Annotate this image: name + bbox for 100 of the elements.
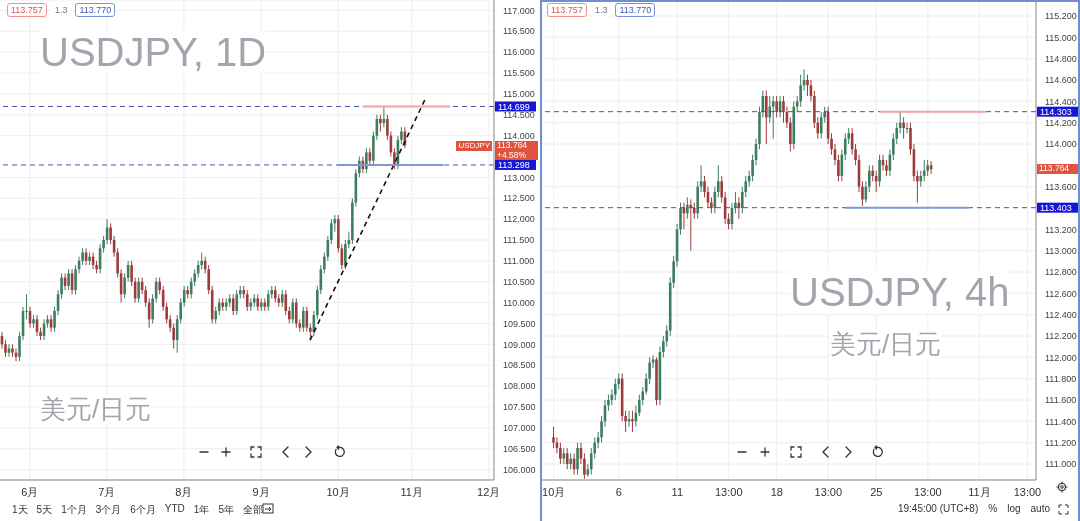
candlestick bbox=[768, 95, 772, 124]
y-tick-label: 109.000 bbox=[503, 339, 536, 350]
candlestick bbox=[552, 426, 555, 449]
y-tick-label: 114.400 bbox=[1045, 96, 1077, 107]
y-tick-label: 113.000 bbox=[503, 172, 535, 183]
y-tick-label: 107.000 bbox=[503, 423, 536, 434]
candlestick bbox=[330, 218, 333, 245]
candlestick bbox=[878, 154, 881, 188]
candlestick bbox=[284, 289, 288, 316]
y-tick-label: 111.000 bbox=[503, 256, 535, 267]
candlestick bbox=[291, 297, 295, 324]
y-tick-label: 116.000 bbox=[503, 47, 535, 58]
y-tick-label: 110.500 bbox=[503, 276, 535, 287]
candlestick bbox=[765, 90, 768, 145]
candlestick bbox=[806, 74, 809, 97]
candlestick bbox=[782, 95, 785, 124]
text: 3个月 bbox=[95, 503, 122, 517]
y-tick-label: 108.500 bbox=[503, 360, 536, 371]
y-tick-label: 115.500 bbox=[503, 68, 535, 79]
candlestick bbox=[235, 289, 239, 316]
y-tick-label: 111.500 bbox=[503, 235, 535, 246]
y-tick-label: 112.000 bbox=[1045, 352, 1077, 363]
y-tick-label: 117.000 bbox=[503, 5, 535, 16]
text: 1年 bbox=[193, 503, 210, 517]
candlestick bbox=[365, 147, 368, 174]
text: auto bbox=[1030, 503, 1050, 514]
x-tick-label: 13:00 bbox=[1013, 485, 1042, 498]
y-tick-label: 111.000 bbox=[1045, 459, 1077, 470]
y-tick-label: 114.500 bbox=[503, 109, 535, 120]
y-tick-label: 114.600 bbox=[1045, 75, 1077, 86]
x-tick-label: 13:00 bbox=[914, 485, 942, 498]
candlestick bbox=[716, 164, 720, 198]
y-tick-label: 114.800 bbox=[1045, 53, 1077, 64]
candlestick bbox=[775, 95, 778, 118]
text: USDJPY, 4h bbox=[790, 270, 1010, 314]
candlestick bbox=[922, 159, 926, 182]
candlestick bbox=[686, 196, 689, 220]
x-tick-label: 8月 bbox=[175, 485, 193, 498]
x-tick-label: 12月 bbox=[477, 485, 501, 498]
text: 5年 bbox=[218, 503, 234, 517]
candlestick bbox=[302, 306, 305, 333]
x-tick-label: 6月 bbox=[21, 485, 39, 498]
candlestick bbox=[67, 268, 70, 291]
y-tick-label: 113.200 bbox=[1045, 224, 1077, 235]
text: 113.764 bbox=[495, 140, 538, 151]
candlestick bbox=[843, 132, 847, 161]
x-tick-label: 11月 bbox=[968, 485, 991, 498]
y-tick-label: 109.500 bbox=[503, 318, 536, 329]
annotation: 113.757 bbox=[547, 3, 587, 17]
text: USDJPY, 1D bbox=[40, 30, 267, 74]
candlestick bbox=[137, 277, 140, 304]
y-tick-label: 116.500 bbox=[503, 26, 535, 37]
y-tick-label: 111.800 bbox=[1045, 373, 1077, 384]
text: 全部 bbox=[242, 503, 263, 517]
candlestick bbox=[902, 116, 905, 140]
text: YTD bbox=[164, 503, 185, 516]
y-tick-label: 111.200 bbox=[1045, 437, 1077, 448]
text: 5天 bbox=[36, 503, 53, 517]
y-tick-label: 112.200 bbox=[1045, 331, 1077, 342]
x-tick-label: 13:00 bbox=[814, 485, 843, 498]
text: 19:45:00 (UTC+8) bbox=[897, 503, 979, 514]
y-tick-label: 112.500 bbox=[503, 193, 535, 204]
annotation: 113.757 bbox=[7, 3, 47, 17]
ref-line-label: 113.403 bbox=[1040, 203, 1072, 214]
text: % bbox=[988, 503, 998, 514]
text: 1个月 bbox=[61, 503, 87, 517]
y-tick-label: 115.000 bbox=[503, 89, 535, 100]
ref-line-label: 114.699 bbox=[498, 101, 530, 112]
candlestick bbox=[819, 111, 823, 140]
y-tick-label: 106.000 bbox=[503, 464, 536, 475]
text: log bbox=[1007, 503, 1021, 514]
y-tick-label: 110.000 bbox=[503, 297, 535, 308]
x-tick-label: 11月 bbox=[400, 485, 423, 498]
y-tick-label: 114.000 bbox=[503, 130, 535, 141]
text: 1天 bbox=[12, 503, 28, 517]
x-tick-label: 9月 bbox=[252, 485, 270, 498]
text: +4.58% bbox=[495, 149, 538, 160]
text: 6个月 bbox=[130, 503, 156, 517]
annotation: 113.770 bbox=[615, 3, 656, 17]
y-tick-label: 111.600 bbox=[1045, 395, 1077, 406]
candlestick bbox=[631, 410, 634, 433]
x-tick-label: 10月 bbox=[542, 485, 566, 498]
candlestick bbox=[576, 442, 579, 476]
y-tick-label: 112.400 bbox=[1045, 309, 1077, 320]
y-tick-label: 115.200 bbox=[1045, 11, 1077, 22]
y-tick-label: 111.400 bbox=[1045, 416, 1077, 427]
candlestick bbox=[295, 297, 298, 329]
x-tick-label: 11 bbox=[671, 485, 683, 498]
y-tick-label: 114.200 bbox=[1045, 117, 1077, 128]
y-tick-label: 106.500 bbox=[503, 443, 536, 454]
x-tick-label: 13:00 bbox=[715, 485, 743, 498]
annotation: USDJPY bbox=[456, 140, 492, 151]
candlestick bbox=[245, 289, 249, 312]
annotation: 1.3 bbox=[590, 3, 612, 17]
annotation: 113.770 bbox=[75, 3, 116, 17]
y-tick-label: 115.000 bbox=[1045, 32, 1077, 43]
y-tick-label: 112.800 bbox=[1045, 267, 1077, 278]
candlestick bbox=[151, 293, 154, 324]
y-tick-label: 113.600 bbox=[1045, 181, 1077, 192]
ref-line-label: 113.298 bbox=[498, 160, 530, 171]
